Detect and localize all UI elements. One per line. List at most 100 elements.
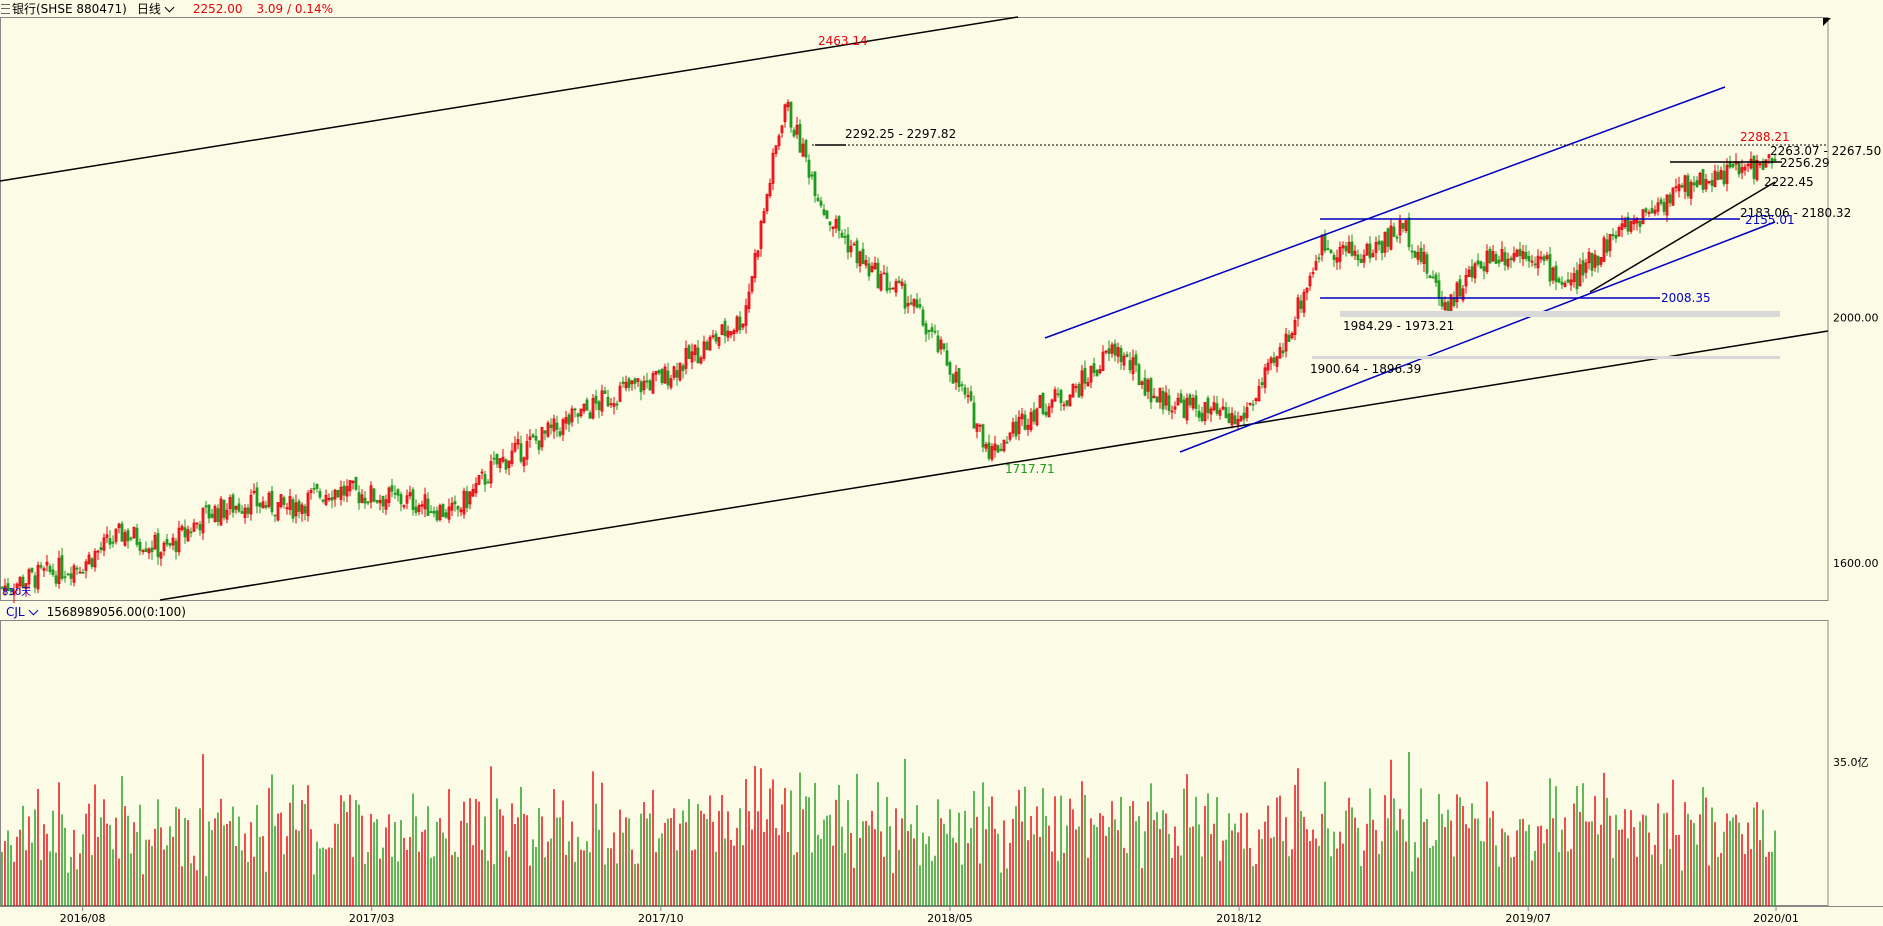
candle-body [1269,357,1273,364]
candle-body [243,507,247,518]
candle-body [1161,390,1165,410]
candle-body [1395,236,1399,239]
candle-body [585,399,589,411]
candle-body [474,483,478,494]
candle-body [1263,367,1267,388]
candle-body [1053,389,1057,402]
candle-body [1029,412,1033,431]
candle-body [3,585,7,592]
candle-body [1455,282,1459,303]
candle-body [1227,413,1231,424]
candle-body [141,550,145,553]
candle-body [504,459,508,470]
candle-body [492,457,496,460]
candle-body [402,505,406,508]
candle-body [342,485,346,496]
candle-body [1377,240,1381,245]
candle-body [1179,393,1183,403]
candle-body [1563,282,1567,288]
candle-body [1539,256,1543,260]
candle-body [630,380,634,385]
candle-body [636,378,640,382]
candle-body [822,209,826,215]
indicator-selector[interactable]: CJL [6,605,39,619]
candle-body [972,402,976,429]
candle-body [954,371,958,383]
candle-body [1596,256,1600,266]
candle-body [639,381,643,393]
candle-body [1152,395,1156,399]
chevron-down-icon [164,2,175,12]
menu-icon[interactable] [1,4,10,14]
candle-body [33,575,37,588]
candle-body [390,485,394,492]
candle-body [510,450,514,464]
short-trendline [1589,181,1776,293]
candle-body [171,537,175,546]
candle-body [1116,347,1120,357]
collapse-toggle-icon[interactable] [1823,18,1831,26]
candle-body [408,492,412,497]
candle-body [1260,382,1264,386]
candle-body [1602,237,1606,262]
candle-body [222,499,226,518]
candle-body [294,502,298,517]
candle-body [1665,194,1669,216]
candle-body [720,324,724,336]
candle-body [15,583,19,588]
candle-body [1356,254,1360,261]
candle-body [1653,209,1657,214]
candle-body [153,535,157,550]
candle-body [1233,415,1237,424]
candle-body [957,368,961,388]
candle-body [1245,407,1249,418]
candle-body [915,299,919,308]
candle-body [1731,163,1735,168]
candle-body [1614,235,1618,239]
candle-body [99,547,103,550]
candle-body [549,424,553,429]
candle-body [1041,392,1045,415]
price-annotation: 1900.64 - 1896.39 [1310,362,1421,376]
candle-body [879,274,883,291]
candle-body [1218,409,1222,416]
candle-body [921,309,925,326]
candle-body [1452,297,1456,306]
candle-body [1425,254,1429,274]
candle-body [723,320,727,336]
candle-body [327,498,331,500]
candle-body [888,287,892,290]
candle-body [834,219,838,229]
candle-body [1143,377,1147,396]
candle-body [1353,250,1357,256]
period-selector[interactable]: 日线 [137,0,175,17]
candle-body [261,501,265,509]
candle-body [366,501,370,504]
candle-body [870,265,874,273]
candle-body [840,232,844,238]
candle-body [939,339,943,350]
candle-body [666,370,670,386]
candle-body [498,458,502,469]
candle-body [1266,362,1270,371]
candle-body [831,226,835,230]
candle-body [1743,166,1747,171]
price-annotation: 2155.01 [1745,213,1795,227]
candle-body [708,336,712,351]
chart-header: 银行(SHSE 880471) 日线 2252.00 3.09 / 0.14% [0,0,1883,17]
candle-body [810,174,814,177]
candle-body [360,494,364,503]
candle-body [1461,288,1465,301]
candle-body [579,408,583,417]
candle-body [318,491,322,498]
candle-body [429,511,433,514]
candle-body [267,492,271,507]
candle-body [1371,253,1375,258]
candle-body [780,125,784,134]
candle-body [1437,280,1441,299]
candle-body [396,489,400,496]
candle-body [42,568,46,571]
candle-body [486,481,490,484]
candle-body [1422,251,1426,265]
